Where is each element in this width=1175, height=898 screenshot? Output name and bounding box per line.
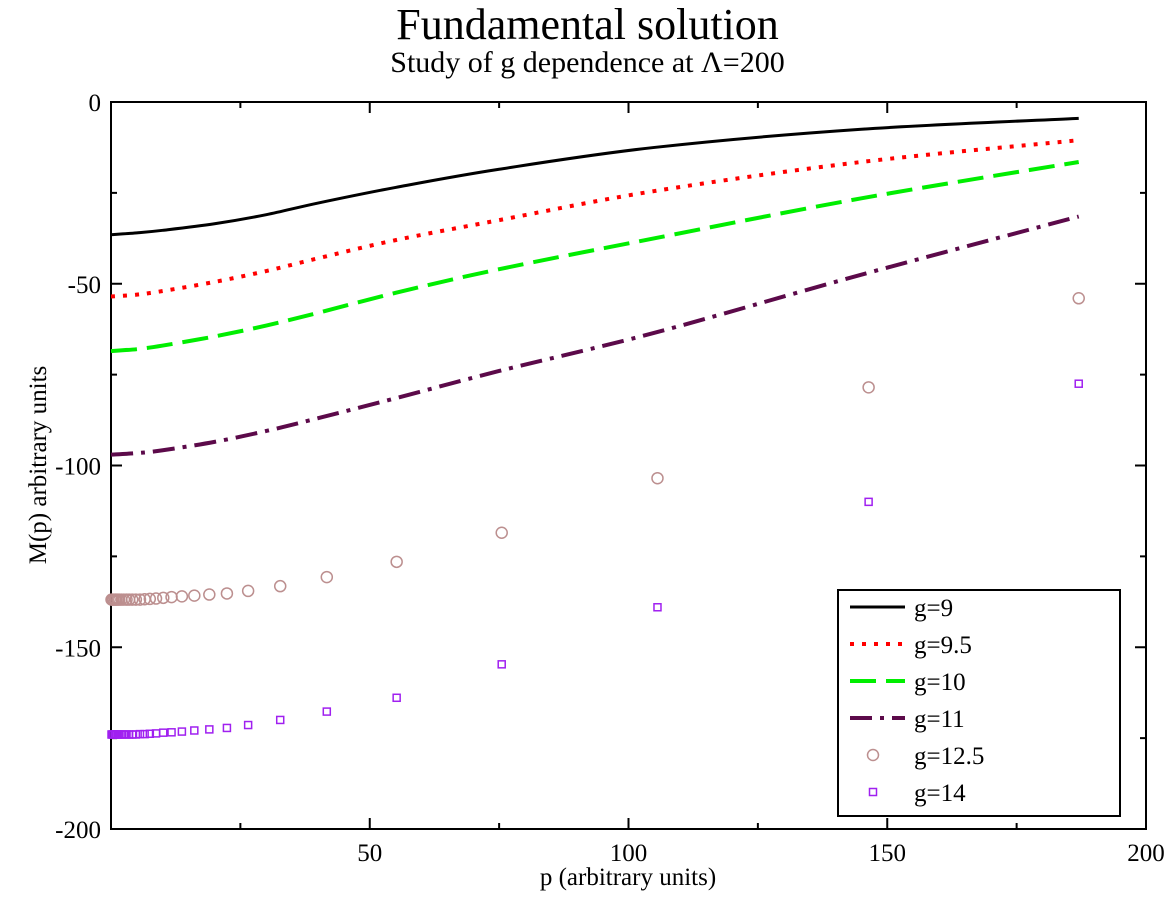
x-axis-label: p (arbitrary units) — [540, 864, 716, 891]
series-g-14-point — [864, 497, 873, 507]
series-g-14-point — [653, 603, 662, 612]
series-g-12-5-point — [273, 579, 287, 593]
series-g-10-line — [110, 160, 1080, 353]
legend: g=9 g=9.5 g=10 g=11 g=12.5 g=14 — [837, 589, 1121, 817]
series-g-12-5-point — [175, 590, 189, 603]
legend-g-9-5-label: g=9.5 — [914, 632, 972, 659]
series-g-14-point — [190, 726, 199, 735]
series-g-12-5-point — [129, 593, 143, 606]
axis-ticks: 50 100 150 200 0 -50 -100 -150 -200 — [55, 90, 1165, 867]
series-g-14-point — [322, 707, 332, 716]
series-g-12-5-point — [165, 590, 178, 604]
series-g-14-point — [497, 660, 506, 669]
x-tick-label: 200 — [1127, 840, 1165, 867]
series-g-14-point — [243, 720, 253, 730]
y-tick-label: -200 — [55, 817, 101, 844]
series-g-9-5-line — [110, 138, 1079, 299]
x-tick-label: 50 — [357, 840, 382, 867]
series-g-12-5-point — [203, 588, 216, 601]
series-g-12-5-point — [188, 589, 201, 602]
y-axis-label: M(p) arbitrary units — [25, 366, 52, 565]
series-g-14-point — [145, 729, 155, 739]
series-g-12-5-point — [862, 381, 875, 394]
series-g-12-5-point — [125, 593, 139, 606]
legend-g-14-label: g=14 — [914, 780, 966, 807]
y-tick-label: -100 — [55, 454, 101, 481]
series-g-14-point — [1074, 379, 1083, 388]
y-tick-label: -150 — [55, 635, 101, 662]
x-tick-label: 150 — [869, 840, 907, 867]
series-g-14-point — [159, 728, 168, 737]
series-g-12-5-point — [495, 526, 508, 539]
x-tick-label: 100 — [610, 840, 648, 867]
y-tick-label: 0 — [89, 90, 102, 117]
series-g-12-5-point — [320, 570, 334, 584]
series-g-12-5-point — [390, 555, 403, 569]
chart-subtitle: Study of g dependence at Λ=200 — [390, 46, 785, 79]
series-g-14-point — [167, 728, 176, 737]
series-g-14-point — [205, 725, 214, 734]
legend-box — [837, 589, 1121, 817]
series-g-12-5-point — [241, 584, 255, 598]
series-g-11-line — [110, 214, 1080, 457]
series-g-14-point — [392, 693, 401, 703]
series-g-14-point — [135, 729, 145, 739]
series-g-12-5-point — [133, 593, 147, 606]
series-g-14-point — [140, 729, 149, 739]
series-g-12-5-point — [651, 471, 664, 485]
legend-g-9-label: g=9 — [914, 595, 953, 622]
legend-g-12-5-label: g=12.5 — [914, 743, 984, 770]
series-g-14-point — [275, 715, 285, 725]
chart-title: Fundamental solution — [396, 0, 779, 49]
y-tick-label: -50 — [68, 272, 101, 299]
series-g-12-5-point — [149, 592, 163, 605]
legend-g-12-5-swatch — [866, 748, 880, 762]
series-g-12-5-point — [220, 587, 234, 600]
legend-g-11-label: g=11 — [914, 706, 965, 733]
series-g-12-5-point — [157, 591, 170, 605]
series-g-14-point — [177, 727, 187, 736]
series-g-12-5-point — [143, 592, 157, 606]
legend-g-10-label: g=10 — [914, 669, 966, 696]
series-g-14-point — [222, 723, 232, 733]
legend-g-14-swatch — [868, 787, 878, 797]
series-g-12-5-point — [1072, 292, 1085, 305]
series-g-9-line — [110, 116, 1079, 237]
series-layer — [105, 116, 1085, 739]
